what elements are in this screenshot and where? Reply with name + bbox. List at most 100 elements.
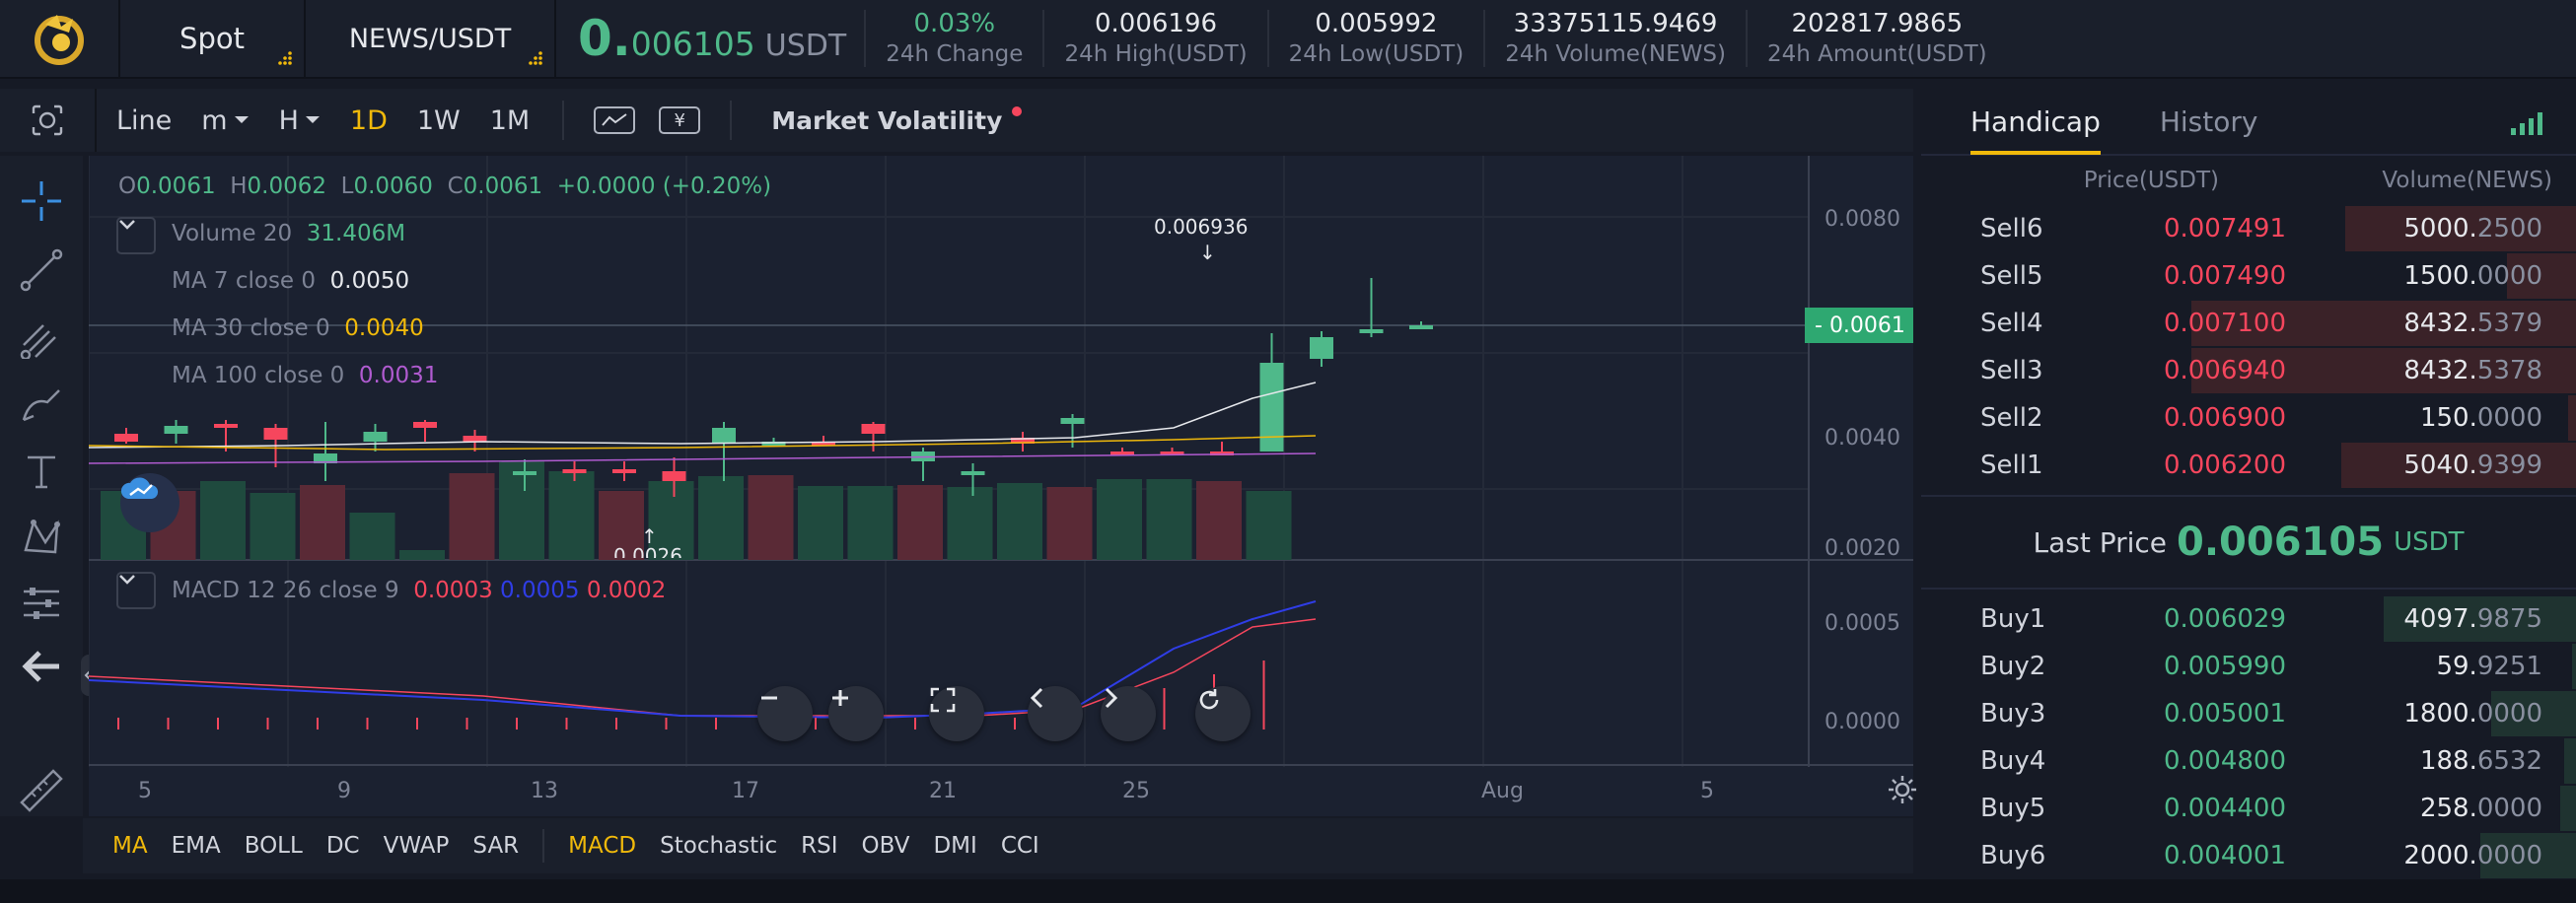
volume-bar xyxy=(1196,481,1242,560)
buy-order-row[interactable]: Buy1 0.006029 4097.9875 xyxy=(1921,595,2576,643)
pair-label: NEWS/USDT xyxy=(348,23,512,54)
sell-order-row[interactable]: Sell4 0.007100 8432.5379 xyxy=(1921,300,2576,347)
caret-down-icon xyxy=(234,116,249,123)
indicator-dc[interactable]: DC xyxy=(325,833,360,859)
hour-dropdown[interactable]: H xyxy=(264,105,335,136)
order-volume: 188.6532 xyxy=(2286,746,2542,776)
sell-order-row[interactable]: Sell1 0.006200 5040.9399 xyxy=(1921,442,2576,489)
order-volume-dec: 0000 xyxy=(2476,261,2542,291)
indicator-macd[interactable]: MACD xyxy=(568,833,637,859)
volume-bar xyxy=(349,513,395,560)
indicator-rsi[interactable]: RSI xyxy=(801,833,838,859)
order-volume-dec: 0000 xyxy=(2476,841,2542,870)
current-price: 0. 006105 USDT xyxy=(556,10,867,67)
back-tool[interactable] xyxy=(18,643,65,690)
arrow-left-icon xyxy=(22,651,59,682)
sell-orders: Sell6 0.007491 5000.2500 Sell5 0.007490 1500.… xyxy=(1921,205,2576,489)
sell-order-row[interactable]: Sell2 0.006900 150.0000 xyxy=(1921,394,2576,442)
fib-tool[interactable] xyxy=(18,313,65,361)
ma100-line xyxy=(89,452,1317,464)
order-price: 0.006029 xyxy=(2163,604,2286,634)
ohlc-legend: O0.0061 H0.0062 L0.0060 C0.0061 +0.0000 … xyxy=(118,174,771,199)
ruler-tool[interactable] xyxy=(18,767,65,814)
order-price: 0.004001 xyxy=(2163,841,2286,870)
reset-chart-button[interactable] xyxy=(1195,686,1251,741)
pair-selector[interactable]: NEWS/USDT xyxy=(306,0,556,77)
zoom-out-button[interactable] xyxy=(757,686,813,741)
brand-logo[interactable] xyxy=(0,0,120,77)
volume-bar xyxy=(748,475,794,560)
line-chart-button[interactable]: Line xyxy=(116,104,173,136)
cloud-sync-button[interactable] xyxy=(120,473,179,532)
order-volume: 8432.5379 xyxy=(2286,309,2542,338)
market-type-selector[interactable]: Spot xyxy=(120,0,306,77)
trend-line-tool[interactable] xyxy=(18,246,65,294)
order-price: 0.007491 xyxy=(2163,214,2286,243)
order-volume-int: 2000. xyxy=(2403,841,2477,870)
order-volume: 8432.5378 xyxy=(2286,356,2542,385)
indicator-vwap[interactable]: VWAP xyxy=(383,833,450,859)
zoom-in-button[interactable] xyxy=(828,686,884,741)
tab-history[interactable]: History xyxy=(2159,104,2258,138)
interval-1w[interactable]: 1W xyxy=(416,104,461,136)
macd-collapse-toggle[interactable] xyxy=(116,572,156,609)
indicator-ema[interactable]: EMA xyxy=(171,833,221,859)
order-volume-dec: 9875 xyxy=(2476,604,2542,634)
corner-dots-icon xyxy=(278,51,292,65)
crosshair-tool[interactable] xyxy=(18,177,65,225)
indicator-sar[interactable]: SAR xyxy=(472,833,520,859)
candle-body xyxy=(1060,418,1085,424)
order-level-label: Buy3 xyxy=(1980,699,2046,729)
indicator-dmi[interactable]: DMI xyxy=(933,833,977,859)
order-price: 0.007490 xyxy=(2163,261,2286,291)
stat-24h-amount: 202817.9865 24h Amount(USDT) xyxy=(1748,9,2007,67)
indicator-cci[interactable]: CCI xyxy=(1000,833,1039,859)
market-volatility-button[interactable]: Market Volatility xyxy=(750,105,1023,135)
interval-1d[interactable]: 1D xyxy=(349,104,388,136)
signal-bars-icon[interactable] xyxy=(2509,110,2546,136)
order-price: 0.005001 xyxy=(2163,699,2286,729)
currency-button[interactable]: ¥ xyxy=(659,106,701,134)
indicator-ma[interactable]: MA xyxy=(112,833,148,859)
text-tool[interactable] xyxy=(18,448,65,495)
brush-tool[interactable] xyxy=(18,381,65,428)
measure-settings-tool[interactable] xyxy=(18,580,65,627)
ma100-label: MA 100 close 0 xyxy=(172,363,345,388)
screenshot-button[interactable] xyxy=(0,89,97,152)
volume-bar xyxy=(698,476,744,560)
candle-body xyxy=(1110,452,1134,455)
caret-down-icon xyxy=(305,116,320,123)
buy-order-row[interactable]: Buy6 0.004001 2000.0000 xyxy=(1921,832,2576,879)
price-chart[interactable]: O0.0061 H0.0062 L0.0060 C0.0061 +0.0000 … xyxy=(89,156,1916,816)
fullscreen-button[interactable] xyxy=(929,686,984,741)
candle-body xyxy=(1359,329,1384,333)
sell-order-row[interactable]: Sell6 0.007491 5000.2500 xyxy=(1921,205,2576,252)
minute-dropdown[interactable]: m xyxy=(186,105,263,136)
pattern-tool[interactable] xyxy=(18,513,65,560)
candle-body xyxy=(662,471,686,481)
scroll-left-button[interactable] xyxy=(1028,686,1083,741)
buy-order-row[interactable]: Buy5 0.004400 258.0000 xyxy=(1921,785,2576,832)
indicator-obv[interactable]: OBV xyxy=(861,833,910,859)
scroll-right-button[interactable] xyxy=(1101,686,1156,741)
order-volume: 1800.0000 xyxy=(2286,699,2542,729)
ma30-line xyxy=(89,435,1317,451)
tab-handicap[interactable]: Handicap xyxy=(1970,88,2101,155)
indicator-stochastic[interactable]: Stochastic xyxy=(660,833,778,859)
x-tick: 21 xyxy=(929,779,957,803)
interval-1m[interactable]: 1M xyxy=(489,104,531,136)
volume-bar xyxy=(399,550,445,560)
buy-order-row[interactable]: Buy4 0.004800 188.6532 xyxy=(1921,737,2576,785)
close-value: 0.0061 xyxy=(463,174,543,199)
order-level-label: Sell1 xyxy=(1980,451,2043,480)
order-volume-dec: 0000 xyxy=(2476,794,2542,823)
buy-order-row[interactable]: Buy3 0.005001 1800.0000 xyxy=(1921,690,2576,737)
legend-collapse-toggle[interactable] xyxy=(116,217,156,254)
sell-order-row[interactable]: Sell5 0.007490 1500.0000 xyxy=(1921,252,2576,300)
indicator-boll[interactable]: BOLL xyxy=(244,833,303,859)
sell-order-row[interactable]: Sell3 0.006940 8432.5378 xyxy=(1921,347,2576,394)
candle-body xyxy=(712,428,736,444)
chart-style-button[interactable] xyxy=(594,106,636,134)
top-header: Spot NEWS/USDT 0. 006105 USDT 0.03% 24h … xyxy=(0,0,2576,79)
buy-order-row[interactable]: Buy2 0.005990 59.9251 xyxy=(1921,643,2576,690)
